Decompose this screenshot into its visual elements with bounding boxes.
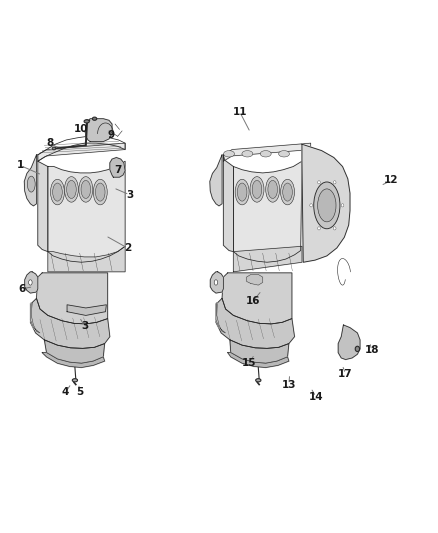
Text: 16: 16	[246, 296, 260, 306]
Polygon shape	[86, 119, 112, 142]
Text: 8: 8	[46, 138, 53, 148]
Ellipse shape	[318, 227, 320, 230]
Ellipse shape	[279, 151, 290, 157]
Polygon shape	[247, 274, 263, 285]
Polygon shape	[67, 305, 106, 316]
Polygon shape	[24, 155, 36, 206]
Ellipse shape	[72, 378, 78, 382]
Text: 9: 9	[107, 130, 114, 140]
Ellipse shape	[64, 176, 78, 202]
Polygon shape	[233, 246, 302, 272]
Polygon shape	[30, 298, 110, 349]
Ellipse shape	[52, 147, 56, 150]
Text: 4: 4	[62, 387, 69, 398]
Ellipse shape	[318, 181, 320, 184]
Polygon shape	[302, 144, 350, 262]
Ellipse shape	[281, 179, 294, 205]
Ellipse shape	[333, 227, 336, 230]
Ellipse shape	[250, 176, 264, 202]
Ellipse shape	[242, 151, 253, 157]
Polygon shape	[210, 155, 222, 206]
Ellipse shape	[92, 117, 97, 120]
Polygon shape	[216, 298, 294, 349]
Ellipse shape	[53, 183, 62, 201]
Ellipse shape	[283, 183, 292, 201]
Polygon shape	[44, 340, 105, 364]
Text: 15: 15	[241, 358, 256, 368]
Text: 14: 14	[309, 392, 323, 402]
Ellipse shape	[27, 176, 35, 192]
Polygon shape	[228, 353, 289, 368]
Text: 13: 13	[282, 379, 296, 390]
Ellipse shape	[252, 180, 262, 198]
Text: 3: 3	[81, 321, 88, 331]
Text: 7: 7	[114, 165, 121, 175]
Polygon shape	[223, 143, 311, 161]
Ellipse shape	[235, 179, 249, 205]
Polygon shape	[36, 273, 108, 324]
Polygon shape	[30, 303, 40, 333]
Ellipse shape	[260, 151, 271, 157]
Polygon shape	[230, 340, 289, 364]
Ellipse shape	[268, 180, 278, 198]
Ellipse shape	[333, 181, 336, 184]
Polygon shape	[38, 143, 125, 161]
Polygon shape	[110, 158, 125, 177]
Polygon shape	[48, 246, 125, 272]
Text: 1: 1	[17, 160, 24, 171]
Ellipse shape	[84, 120, 89, 123]
Ellipse shape	[28, 280, 32, 285]
Polygon shape	[223, 155, 233, 252]
Polygon shape	[210, 272, 223, 293]
Ellipse shape	[310, 204, 312, 207]
Ellipse shape	[214, 280, 218, 285]
Text: 5: 5	[77, 387, 84, 398]
Ellipse shape	[79, 176, 93, 202]
Polygon shape	[48, 161, 125, 262]
Polygon shape	[216, 303, 226, 333]
Text: 11: 11	[233, 107, 247, 117]
Text: 18: 18	[364, 345, 379, 356]
Ellipse shape	[314, 182, 340, 229]
Ellipse shape	[223, 151, 234, 157]
Text: 3: 3	[126, 190, 133, 200]
Ellipse shape	[67, 180, 76, 198]
Ellipse shape	[95, 183, 105, 201]
Polygon shape	[42, 353, 105, 368]
Ellipse shape	[256, 378, 261, 382]
Polygon shape	[222, 273, 292, 324]
Ellipse shape	[93, 179, 107, 205]
Ellipse shape	[81, 180, 91, 198]
Polygon shape	[38, 161, 48, 252]
Ellipse shape	[355, 346, 360, 352]
Ellipse shape	[266, 176, 280, 202]
Text: 2: 2	[124, 243, 131, 253]
Polygon shape	[338, 325, 360, 360]
Ellipse shape	[341, 204, 344, 207]
Text: 12: 12	[384, 175, 399, 185]
Ellipse shape	[50, 179, 64, 205]
Text: 10: 10	[74, 124, 89, 134]
Polygon shape	[25, 272, 38, 293]
Text: 17: 17	[338, 369, 353, 379]
Ellipse shape	[318, 189, 336, 222]
Text: 6: 6	[18, 284, 25, 294]
Ellipse shape	[237, 183, 247, 201]
Polygon shape	[233, 161, 302, 262]
